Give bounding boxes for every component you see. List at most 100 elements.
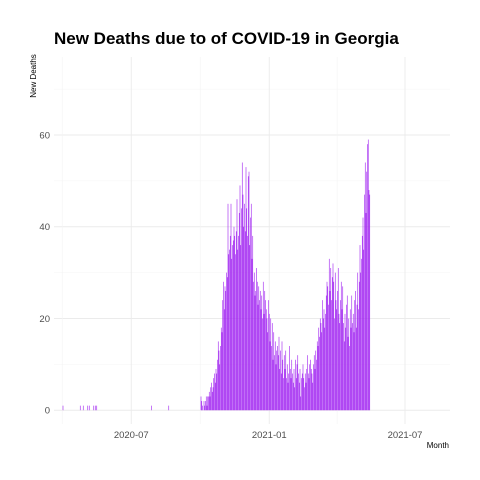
bar	[231, 258, 233, 411]
bar	[335, 300, 337, 411]
bar	[362, 217, 364, 411]
bar	[211, 382, 212, 411]
bar	[365, 212, 367, 411]
chart-title: New Deaths due to of COVID-19 in Georgia	[54, 29, 399, 48]
bar	[215, 368, 217, 411]
bar	[343, 323, 344, 411]
bar	[322, 300, 323, 411]
bar	[325, 295, 327, 411]
y-axis-ticks: 0 20 40 60	[39, 130, 50, 416]
bar	[254, 295, 256, 411]
bar	[338, 313, 340, 411]
bar	[82, 405, 84, 411]
bar	[236, 199, 238, 411]
bar	[289, 368, 291, 411]
bar	[326, 281, 328, 411]
bar	[203, 401, 205, 411]
bar	[297, 355, 299, 411]
bar	[308, 378, 310, 411]
bar	[200, 396, 202, 411]
bar	[96, 405, 98, 411]
bar	[343, 341, 345, 411]
bar	[349, 346, 350, 411]
bar-series	[62, 139, 371, 411]
bar	[240, 245, 242, 411]
bar	[226, 272, 227, 411]
bar	[290, 378, 292, 411]
bar	[262, 281, 264, 411]
bar	[293, 368, 295, 411]
bar	[302, 364, 304, 411]
bar	[206, 405, 208, 411]
bar	[272, 359, 274, 411]
bar	[273, 332, 275, 411]
bar	[244, 231, 246, 411]
bar	[337, 290, 338, 411]
bar	[312, 382, 314, 411]
bar	[222, 300, 224, 411]
bar	[247, 235, 248, 411]
bar	[209, 396, 211, 411]
bar	[296, 364, 298, 411]
bar	[337, 268, 339, 411]
bar	[265, 300, 266, 411]
bar	[266, 318, 268, 411]
bar	[243, 226, 245, 411]
bar	[366, 171, 368, 411]
bar	[356, 304, 358, 411]
bar	[340, 300, 341, 411]
bar	[334, 318, 335, 411]
bar	[220, 346, 221, 411]
bar	[247, 176, 249, 411]
bar	[332, 263, 334, 411]
bar	[151, 405, 152, 411]
bar	[346, 304, 347, 411]
bar	[255, 290, 257, 411]
bar	[313, 364, 314, 411]
bar	[333, 281, 335, 411]
bar	[348, 318, 350, 411]
bar	[93, 405, 95, 411]
bar	[310, 368, 312, 411]
bar	[320, 323, 322, 411]
bar	[306, 368, 308, 411]
bar	[355, 290, 356, 411]
x-tick-label: 2020-07	[114, 430, 149, 441]
bar	[233, 226, 235, 411]
bar	[304, 373, 306, 411]
bar	[168, 405, 170, 411]
bar	[324, 327, 326, 411]
bar	[318, 327, 320, 411]
bar	[368, 190, 370, 411]
bar	[250, 217, 251, 411]
bar	[350, 327, 352, 411]
bar	[228, 254, 230, 411]
bar	[238, 212, 240, 411]
bar	[283, 355, 285, 411]
bar	[299, 368, 301, 411]
bar	[268, 313, 270, 411]
bar	[347, 336, 349, 411]
bar	[341, 309, 343, 411]
bar	[361, 258, 362, 411]
bar	[305, 382, 307, 411]
bar	[258, 286, 260, 411]
bar	[349, 309, 351, 411]
bar	[257, 304, 259, 411]
bar	[369, 194, 371, 411]
bar	[327, 286, 329, 411]
bar	[212, 387, 214, 411]
bar	[229, 249, 230, 411]
bar	[88, 405, 90, 411]
bar	[339, 323, 341, 411]
bar	[309, 364, 311, 411]
bar	[274, 341, 276, 411]
bar	[225, 290, 227, 411]
bar	[62, 405, 64, 411]
bar	[234, 235, 236, 411]
bar	[289, 346, 290, 411]
bar	[202, 405, 203, 411]
bar	[265, 309, 267, 411]
bar	[277, 346, 278, 411]
bar	[260, 309, 262, 411]
